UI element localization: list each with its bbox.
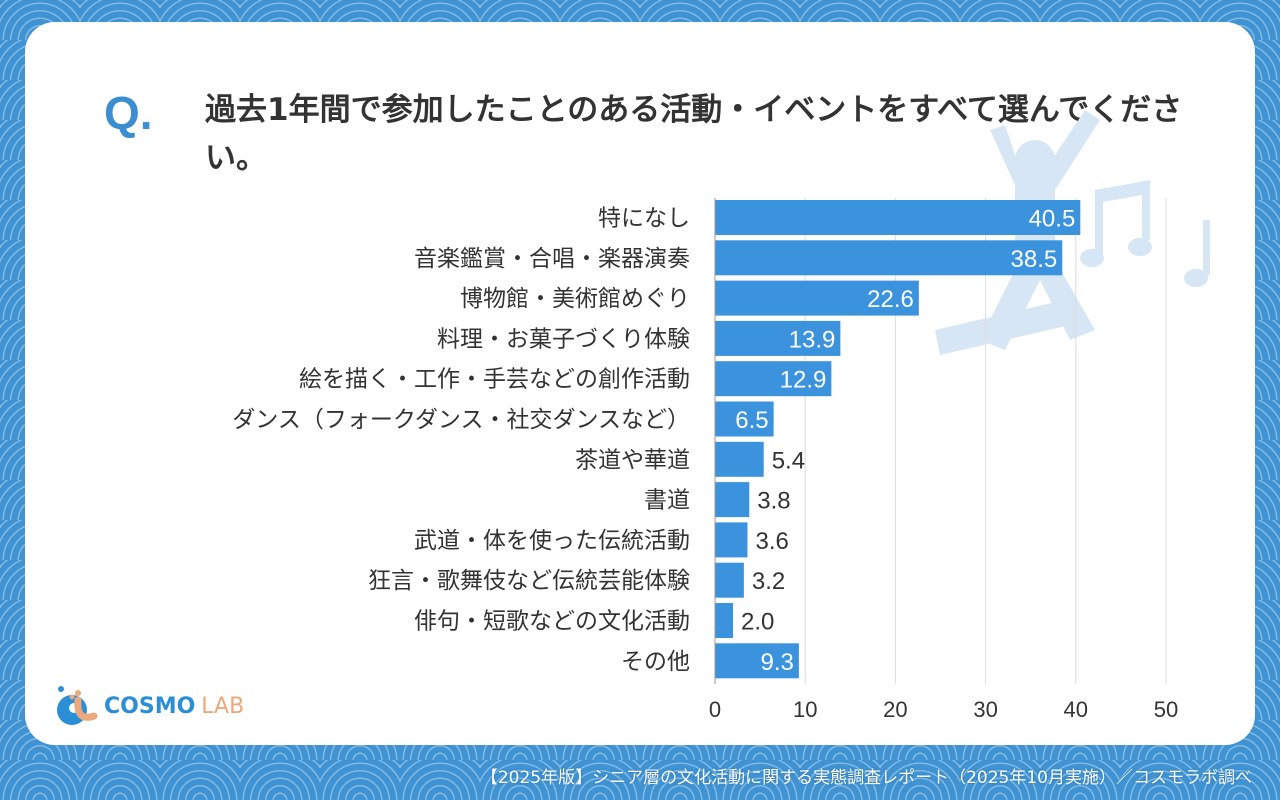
category-label: 武道・体を使った伝統活動 <box>414 528 690 554</box>
category-label: 博物館・美術館めぐり <box>460 286 690 312</box>
value-label: 3.2 <box>752 568 785 595</box>
category-label: 狂言・歌舞伎など伝統芸能体験 <box>368 568 690 594</box>
value-label: 38.5 <box>1011 246 1058 273</box>
x-tick-label: 10 <box>793 697 817 722</box>
bar <box>715 522 748 558</box>
category-label: 特になし <box>598 206 690 232</box>
bar <box>715 361 832 397</box>
bar <box>715 200 1081 235</box>
category-label: その他 <box>621 649 690 675</box>
category-label: 俳句・短歌などの文化活動 <box>414 609 690 635</box>
bar <box>715 562 744 598</box>
category-label: 茶道や華道 <box>575 447 690 473</box>
bar <box>715 240 1063 276</box>
value-label: 5.4 <box>772 447 805 474</box>
bar-chart: 0 10 20 30 40 50 特になし 40.5 音楽鑑賞・合唱・楽器演奏 38.5 博物館・美… <box>232 198 1178 722</box>
category-label: 絵を描く・工作・手芸などの創作活動 <box>299 367 690 393</box>
bar <box>715 643 799 679</box>
value-label: 9.3 <box>761 649 794 676</box>
value-label: 40.5 <box>1029 206 1076 233</box>
bar <box>715 401 774 437</box>
card <box>25 22 1255 745</box>
cosmo-lab-logo: COSMO LAB <box>48 686 244 726</box>
bar <box>715 482 750 518</box>
value-label: 12.9 <box>780 367 827 394</box>
footer-source: 【2025年版】シニア層の文化活動に関する実態調査レポート（2025年10月実施… <box>480 768 1252 788</box>
bar <box>715 441 764 477</box>
value-label: 6.5 <box>735 407 768 434</box>
category-label: ダンス（フォークダンス・社交ダンスなど） <box>232 407 690 433</box>
question-title: 過去1年間で参加したことのある活動・イベントをすべて選んでください。 <box>205 92 1183 176</box>
x-tick-label: 50 <box>1154 697 1178 722</box>
value-label: 22.6 <box>867 286 914 313</box>
logo-text-cosmo: COSMO <box>104 693 196 719</box>
value-label: 13.9 <box>789 326 836 353</box>
bar <box>715 603 734 638</box>
x-tick-label: 40 <box>1064 697 1088 722</box>
category-label: 書道 <box>644 488 690 514</box>
value-label: 2.0 <box>741 609 774 636</box>
value-label: 3.8 <box>757 488 790 515</box>
q-mark: Q. <box>104 87 153 139</box>
category-label: 料理・お菓子づくり体験 <box>437 326 690 352</box>
x-tick-label: 20 <box>883 697 907 722</box>
x-tick-label: 30 <box>973 697 997 722</box>
logo-text-lab: LAB <box>201 693 245 719</box>
bar <box>715 320 841 356</box>
logo-mark-icon <box>57 686 98 725</box>
category-label: 音楽鑑賞・合唱・楽器演奏 <box>414 246 690 272</box>
bar <box>715 280 919 316</box>
x-tick-label: 0 <box>709 697 721 722</box>
value-label: 3.6 <box>755 528 788 555</box>
